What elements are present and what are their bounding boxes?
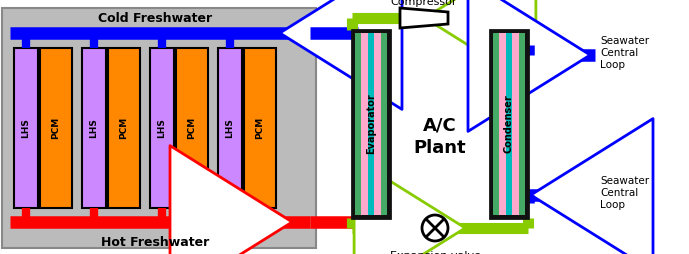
FancyBboxPatch shape (82, 48, 106, 208)
Text: LHS: LHS (21, 118, 30, 138)
FancyBboxPatch shape (14, 48, 38, 208)
FancyBboxPatch shape (512, 33, 519, 215)
Text: PCM: PCM (256, 117, 265, 139)
FancyBboxPatch shape (2, 8, 316, 248)
FancyBboxPatch shape (352, 30, 390, 218)
FancyBboxPatch shape (244, 48, 276, 208)
FancyBboxPatch shape (519, 33, 525, 215)
Text: Condenser: Condenser (504, 95, 514, 153)
FancyBboxPatch shape (368, 33, 374, 215)
Text: PCM: PCM (187, 117, 196, 139)
Text: LHS: LHS (225, 118, 234, 138)
Circle shape (422, 215, 448, 241)
FancyBboxPatch shape (374, 33, 380, 215)
Text: Seawater
Central
Loop: Seawater Central Loop (600, 36, 649, 70)
FancyBboxPatch shape (176, 48, 208, 208)
FancyBboxPatch shape (362, 33, 368, 215)
FancyBboxPatch shape (493, 33, 500, 215)
FancyBboxPatch shape (490, 30, 528, 218)
FancyBboxPatch shape (218, 48, 242, 208)
Text: A/C: A/C (423, 116, 457, 134)
Text: Hot Freshwater: Hot Freshwater (101, 235, 209, 248)
FancyBboxPatch shape (150, 48, 174, 208)
Polygon shape (400, 8, 448, 28)
FancyBboxPatch shape (108, 48, 140, 208)
Text: Evaporator: Evaporator (366, 94, 376, 154)
Text: PCM: PCM (119, 117, 129, 139)
FancyBboxPatch shape (500, 33, 506, 215)
FancyBboxPatch shape (380, 33, 387, 215)
FancyBboxPatch shape (355, 33, 362, 215)
Text: LHS: LHS (90, 118, 99, 138)
FancyBboxPatch shape (506, 33, 512, 215)
Text: LHS: LHS (158, 118, 167, 138)
Text: Seawater
Central
Loop: Seawater Central Loop (600, 176, 649, 210)
Text: Plant: Plant (413, 139, 466, 157)
Text: PCM: PCM (52, 117, 61, 139)
Text: Expansion valve: Expansion valve (389, 251, 480, 254)
FancyBboxPatch shape (40, 48, 72, 208)
Text: Compressor: Compressor (391, 0, 457, 7)
Text: Cold Freshwater: Cold Freshwater (98, 12, 212, 25)
